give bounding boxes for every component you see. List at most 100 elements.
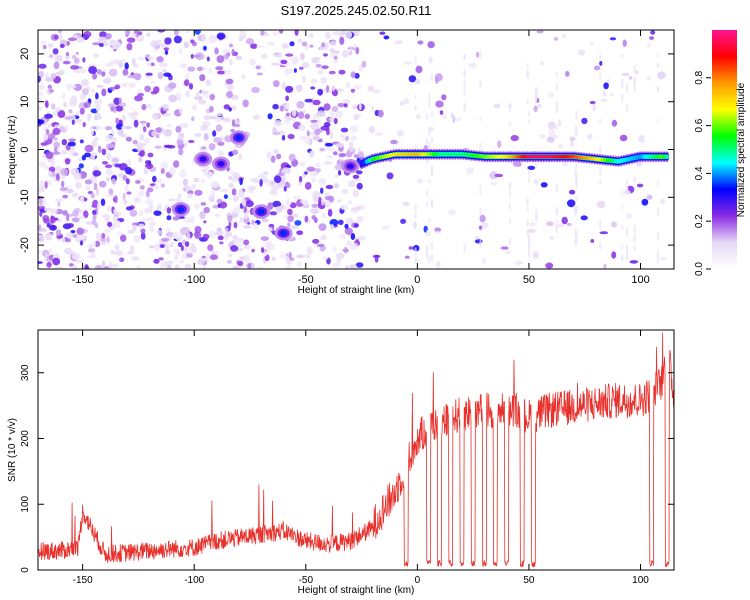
spectrogram-noise-cell bbox=[269, 211, 278, 216]
spectrogram-noise-cell bbox=[351, 206, 361, 211]
spectrogram-noise-cell bbox=[304, 215, 309, 223]
spectrogram-noise-cell bbox=[527, 119, 531, 124]
spectrogram-noise-cell bbox=[633, 244, 636, 251]
spectrogram-noise-cell bbox=[508, 181, 512, 190]
spectrogram-noise-cell bbox=[103, 40, 109, 47]
spectrogram-noise-cell bbox=[416, 178, 423, 184]
spectrogram-noise-cell bbox=[251, 86, 260, 94]
spectrogram-noise-cell bbox=[231, 105, 237, 111]
spectrogram-noise-cell bbox=[311, 215, 317, 220]
spectrogram-noise-cell bbox=[112, 196, 117, 203]
spectrogram-noise-cell bbox=[164, 50, 169, 55]
spectrogram-noise-cell bbox=[313, 195, 319, 203]
spectrogram-noise-cell bbox=[156, 203, 162, 212]
spectrogram-noise-cell bbox=[72, 265, 78, 269]
spectrogram-noise-cell bbox=[113, 97, 121, 106]
spectrogram-noise-cell bbox=[50, 215, 54, 220]
spectrogram-noise-cell bbox=[100, 198, 106, 206]
spectrogram-noise-cell bbox=[186, 252, 193, 258]
spectrogram-noise-cell bbox=[628, 76, 633, 80]
spectrogram-noise-cell bbox=[115, 117, 120, 125]
spectrogram-noise-cell bbox=[317, 69, 324, 75]
spectrogram-noise-cell bbox=[349, 125, 359, 133]
spectrogram-noise-cell bbox=[47, 43, 54, 48]
spectrogram-noise-cell bbox=[96, 232, 101, 238]
spectrogram-noise-cell bbox=[400, 218, 407, 224]
spectrogram-noise-cell bbox=[228, 182, 234, 189]
spectrogram-noise-cell bbox=[287, 133, 295, 140]
spectrogram-noise-cell bbox=[250, 43, 258, 49]
spectrogram-noise-cell bbox=[238, 153, 243, 161]
spectrogram-noise-cell bbox=[83, 101, 91, 108]
spectrogram-noise-cell bbox=[38, 75, 41, 83]
spectrogram-noise-cell bbox=[352, 105, 358, 110]
snr-x-tick-label: 0 bbox=[415, 575, 421, 586]
spectrogram-noise-cell bbox=[193, 177, 200, 183]
spectrogram-noise-cell bbox=[99, 31, 107, 38]
spectrogram-noise-cell bbox=[310, 119, 318, 123]
spectrogram-noise-cell bbox=[555, 83, 558, 91]
spectrogram-noise-cell bbox=[561, 33, 566, 39]
spectrogram-noise-cell bbox=[185, 90, 190, 98]
spectrogram-noise-cell bbox=[196, 66, 203, 72]
spectrogram-noise-cell bbox=[157, 30, 166, 33]
spectrogram-noise-cell bbox=[390, 139, 398, 145]
spectrogram-noise-cell bbox=[118, 119, 123, 125]
spectrogram-noise-cell bbox=[609, 92, 615, 97]
spectrogram-noise-cell bbox=[322, 234, 327, 241]
spectrogram-noise-cell bbox=[489, 171, 498, 180]
spectrogram-noise-cell bbox=[256, 266, 265, 269]
spectrogram-noise-cell bbox=[497, 140, 502, 149]
spectrogram-noise-cell bbox=[428, 56, 433, 64]
spectrogram-noise-cell bbox=[136, 264, 141, 269]
spectrogram-noise-cell bbox=[186, 193, 193, 199]
spectrogram-noise-cell bbox=[428, 218, 431, 223]
spectrogram-noise-cell bbox=[434, 227, 442, 233]
spectrogram-noise-cell bbox=[312, 135, 321, 141]
spectrogram-noise-cell bbox=[59, 187, 68, 192]
spectrogram-noise-cell bbox=[145, 163, 154, 170]
spectrogram-noise-cell bbox=[290, 225, 299, 230]
spectrogram-noise-cell bbox=[321, 199, 325, 206]
spectrogram-noise-cell bbox=[231, 212, 239, 218]
spectrogram-noise-cell bbox=[287, 222, 291, 227]
spectrogram-noise-cell bbox=[38, 249, 42, 254]
spectrogram-noise-cell bbox=[92, 214, 97, 221]
spectrogram-noise-cell bbox=[199, 74, 206, 82]
spectrogram-noise-cell bbox=[39, 197, 43, 206]
spectrogram-noise-cell bbox=[200, 202, 207, 206]
spectrogram-noise-cell bbox=[341, 50, 349, 58]
spectrogram-noise-cell bbox=[479, 214, 486, 223]
spectrogram-noise-cell bbox=[126, 37, 136, 43]
spectrogram-noise-cell bbox=[357, 151, 364, 159]
spectrogram-noise-cell bbox=[65, 55, 70, 60]
spectrogram-noise-cell bbox=[53, 35, 59, 40]
spectrogram-noise-cell bbox=[575, 177, 578, 186]
spectrogram-noise-cell bbox=[535, 162, 538, 168]
spectrogram-x-tick-label: 0 bbox=[414, 274, 420, 286]
spectrogram-noise-cell bbox=[231, 94, 238, 100]
spectrogram-noise-cell bbox=[68, 138, 76, 142]
spectrogram-noise-cell bbox=[430, 136, 434, 144]
spectrogram-noise-cell bbox=[321, 212, 327, 219]
spectrogram-noise-cell bbox=[574, 168, 577, 177]
spectrogram-noise-cell bbox=[86, 255, 95, 258]
spectrogram-noise-cell bbox=[647, 42, 651, 48]
spectrogram-noise-cell bbox=[555, 226, 558, 234]
spectrogram-noise-cell bbox=[52, 257, 61, 266]
spectrogram-noise-cell bbox=[220, 115, 224, 120]
spectrogram-noise-cell bbox=[349, 242, 359, 250]
spectrogram-noise-cell bbox=[242, 225, 252, 229]
spectrogram-noise-cell bbox=[479, 117, 482, 122]
spectrogram-noise-cell bbox=[105, 168, 113, 176]
snr-y-tick-label: 0 bbox=[20, 567, 31, 573]
spectrogram-noise-cell bbox=[558, 143, 563, 149]
spectrogram-noise-cell bbox=[408, 246, 414, 250]
spectrogram-noise-cell bbox=[93, 182, 98, 191]
spectrogram-noise-cell bbox=[60, 149, 68, 155]
spectrogram-noise-cell bbox=[352, 178, 362, 182]
spectrogram-noise-cell bbox=[137, 56, 145, 61]
spectrogram-noise-cell bbox=[344, 103, 348, 108]
spectrogram-noise-cell bbox=[315, 63, 322, 68]
colorbar-tick-label: 0.6 bbox=[694, 118, 705, 132]
